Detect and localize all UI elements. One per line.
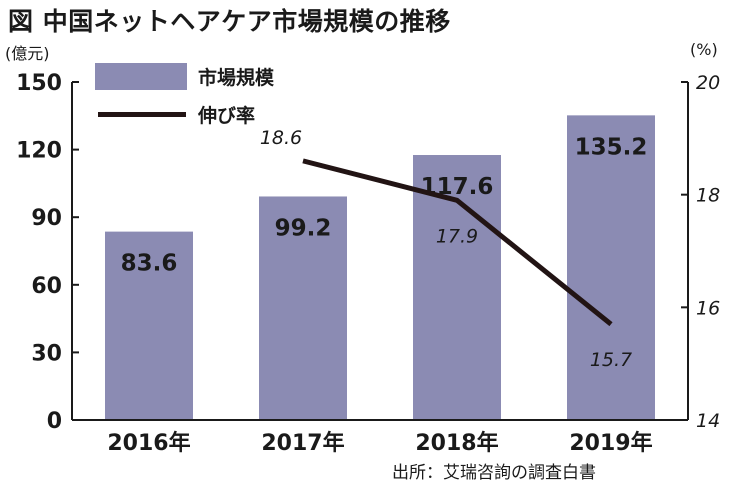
bar-3 [567,115,655,420]
right-tick-label-3: 20 [696,72,720,94]
bar-value-label-1: 99.2 [275,215,332,241]
left-tick-label-2: 60 [31,274,62,299]
x-tick-label-0: 2016年 [107,430,190,456]
source-note: 出所：艾瑞咨詢の調査白書 [392,463,596,483]
right-tick-label-1: 16 [696,297,720,319]
line-value-label-1: 18.6 [260,127,302,149]
left-tick-label-5: 150 [16,71,62,96]
x-tick-label-2: 2018年 [415,430,498,456]
growth-line [302,158,613,327]
left-axis-unit: (億元) [5,44,50,63]
x-tick-label-1: 2017年 [261,430,344,456]
right-axis-unit: (%) [690,40,718,59]
left-tick-label-0: 0 [47,409,62,434]
bar-value-label-0: 83.6 [121,251,178,277]
legend-line-swatch [98,112,186,117]
right-tick-label-2: 18 [696,185,720,207]
bar-1 [259,196,347,420]
right-tick-label-0: 14 [696,410,720,432]
x-tick-label-3: 2019年 [569,430,652,456]
line-value-label-2: 17.9 [436,225,478,247]
chart-title: 図 中国ネットヘアケア市場規模の推移 [8,7,451,36]
legend-bar-swatch [95,63,187,90]
left-tick-label-1: 30 [31,341,62,366]
bar-value-label-3: 135.2 [575,134,648,160]
line-value-label-3: 15.7 [590,349,632,371]
bar-0 [105,231,193,420]
left-tick-label-3: 90 [31,206,62,231]
legend-line-label: 伸び率 [198,105,256,127]
legend-bar-label: 市場規模 [198,67,275,89]
left-tick-label-4: 120 [16,139,62,164]
